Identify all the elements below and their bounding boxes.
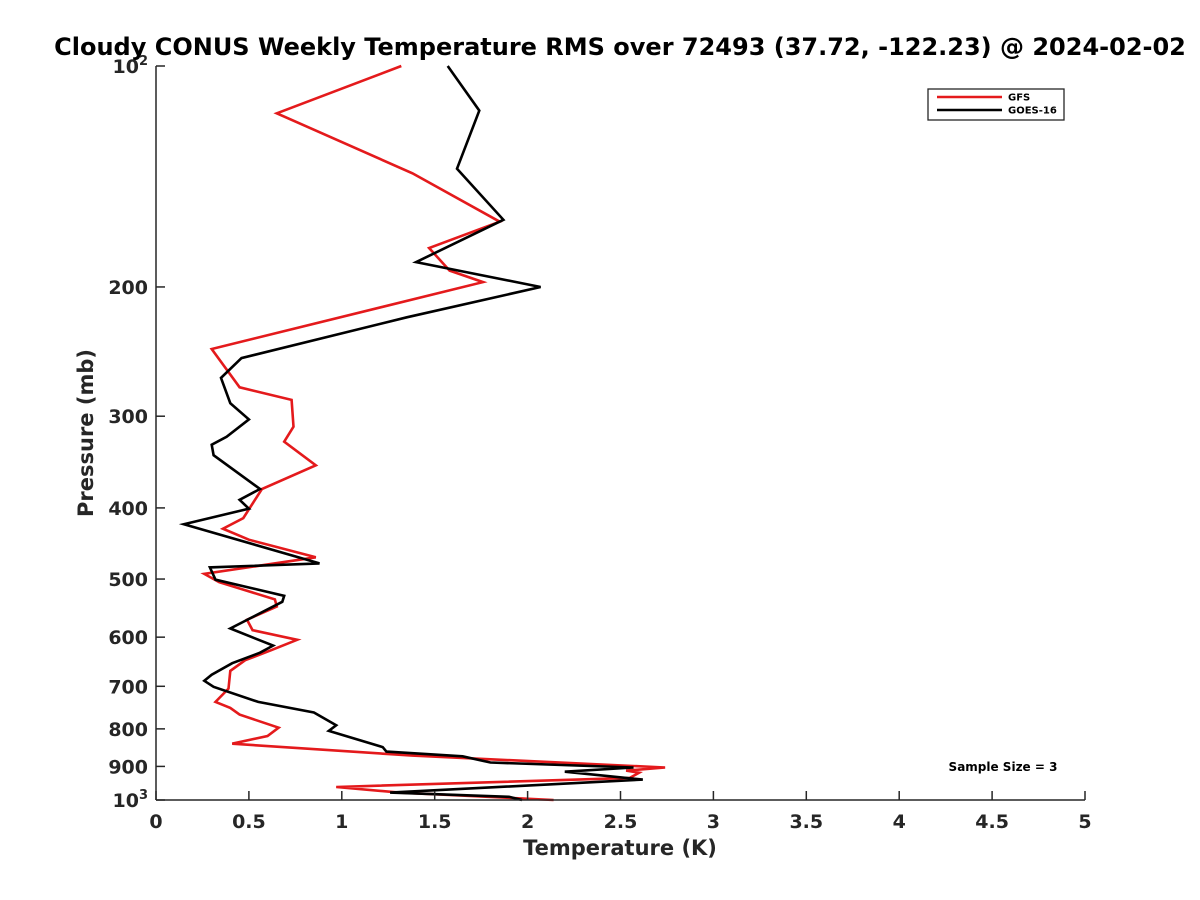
axes-layer <box>155 66 1085 801</box>
y-tick-base: 10 <box>113 790 139 812</box>
legend-label-goes-16: GOES-16 <box>1008 106 1057 117</box>
y-tick-base: 10 <box>113 56 139 78</box>
y-tick-exponent: 2 <box>139 54 148 69</box>
y-tick-label: 900 <box>108 756 148 778</box>
legend-box <box>927 88 1065 121</box>
y-tick-label: 400 <box>108 498 148 520</box>
y-tick-label: 300 <box>108 406 148 428</box>
x-tick-label: 1 <box>335 811 348 833</box>
x-tick-label: 0 <box>149 811 162 833</box>
x-tick-label: 4 <box>893 811 906 833</box>
x-tick-label: 0.5 <box>232 811 266 833</box>
x-axis-label: Temperature (K) <box>523 836 717 860</box>
x-tick-label: 3 <box>707 811 720 833</box>
legend-label-gfs: GFS <box>1008 93 1030 104</box>
x-tick-label: 5 <box>1078 811 1091 833</box>
series-line-goes-16 <box>178 65 643 802</box>
y-tick-label: 700 <box>108 676 148 698</box>
x-tick-label: 1.5 <box>418 811 452 833</box>
sample-size-annotation: Sample Size = 3 <box>949 760 1058 774</box>
x-tick-label: 4.5 <box>975 811 1009 833</box>
y-tick-label: 600 <box>108 627 148 649</box>
y-tick-label: 200 <box>108 277 148 299</box>
legend: GFS GOES-16 <box>927 88 1065 121</box>
plot-area: 0 0.5 1 1.5 2 2.5 3 3.5 4 4.5 5 102200300400500600… <box>108 54 1091 833</box>
series-layer <box>178 64 666 802</box>
y-tick-label: 500 <box>108 569 148 591</box>
series-line-gfs <box>200 64 666 802</box>
x-ticks: 0 0.5 1 1.5 2 2.5 3 3.5 4 4.5 5 <box>149 791 1092 833</box>
y-tick-label: 102 <box>113 54 149 78</box>
x-tick-label: 2.5 <box>604 811 638 833</box>
y-tick-exponent: 3 <box>139 788 148 803</box>
y-tick-label: 103 <box>113 788 149 812</box>
y-axis-label: Pressure (mb) <box>74 349 98 517</box>
y-tick-label: 800 <box>108 719 148 741</box>
legend-items: GFS GOES-16 <box>937 93 1057 117</box>
chart-title: Cloudy CONUS Weekly Temperature RMS over… <box>54 33 1186 61</box>
x-tick-label: 2 <box>521 811 534 833</box>
x-tick-label: 3.5 <box>789 811 823 833</box>
